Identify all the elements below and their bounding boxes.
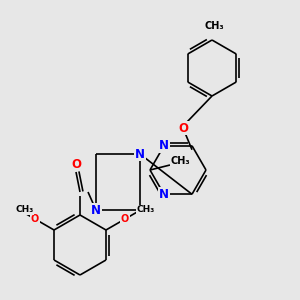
Text: CH₃: CH₃ [204, 21, 224, 31]
Text: CH₃: CH₃ [136, 206, 155, 214]
Text: O: O [178, 122, 188, 134]
Text: O: O [121, 214, 129, 224]
Text: CH₃: CH₃ [170, 156, 190, 166]
Text: N: N [135, 148, 145, 160]
Text: N: N [91, 203, 101, 217]
Text: O: O [31, 214, 39, 224]
Text: N: N [159, 188, 169, 201]
Text: O: O [71, 158, 81, 170]
Text: CH₃: CH₃ [15, 206, 34, 214]
Text: N: N [159, 139, 169, 152]
